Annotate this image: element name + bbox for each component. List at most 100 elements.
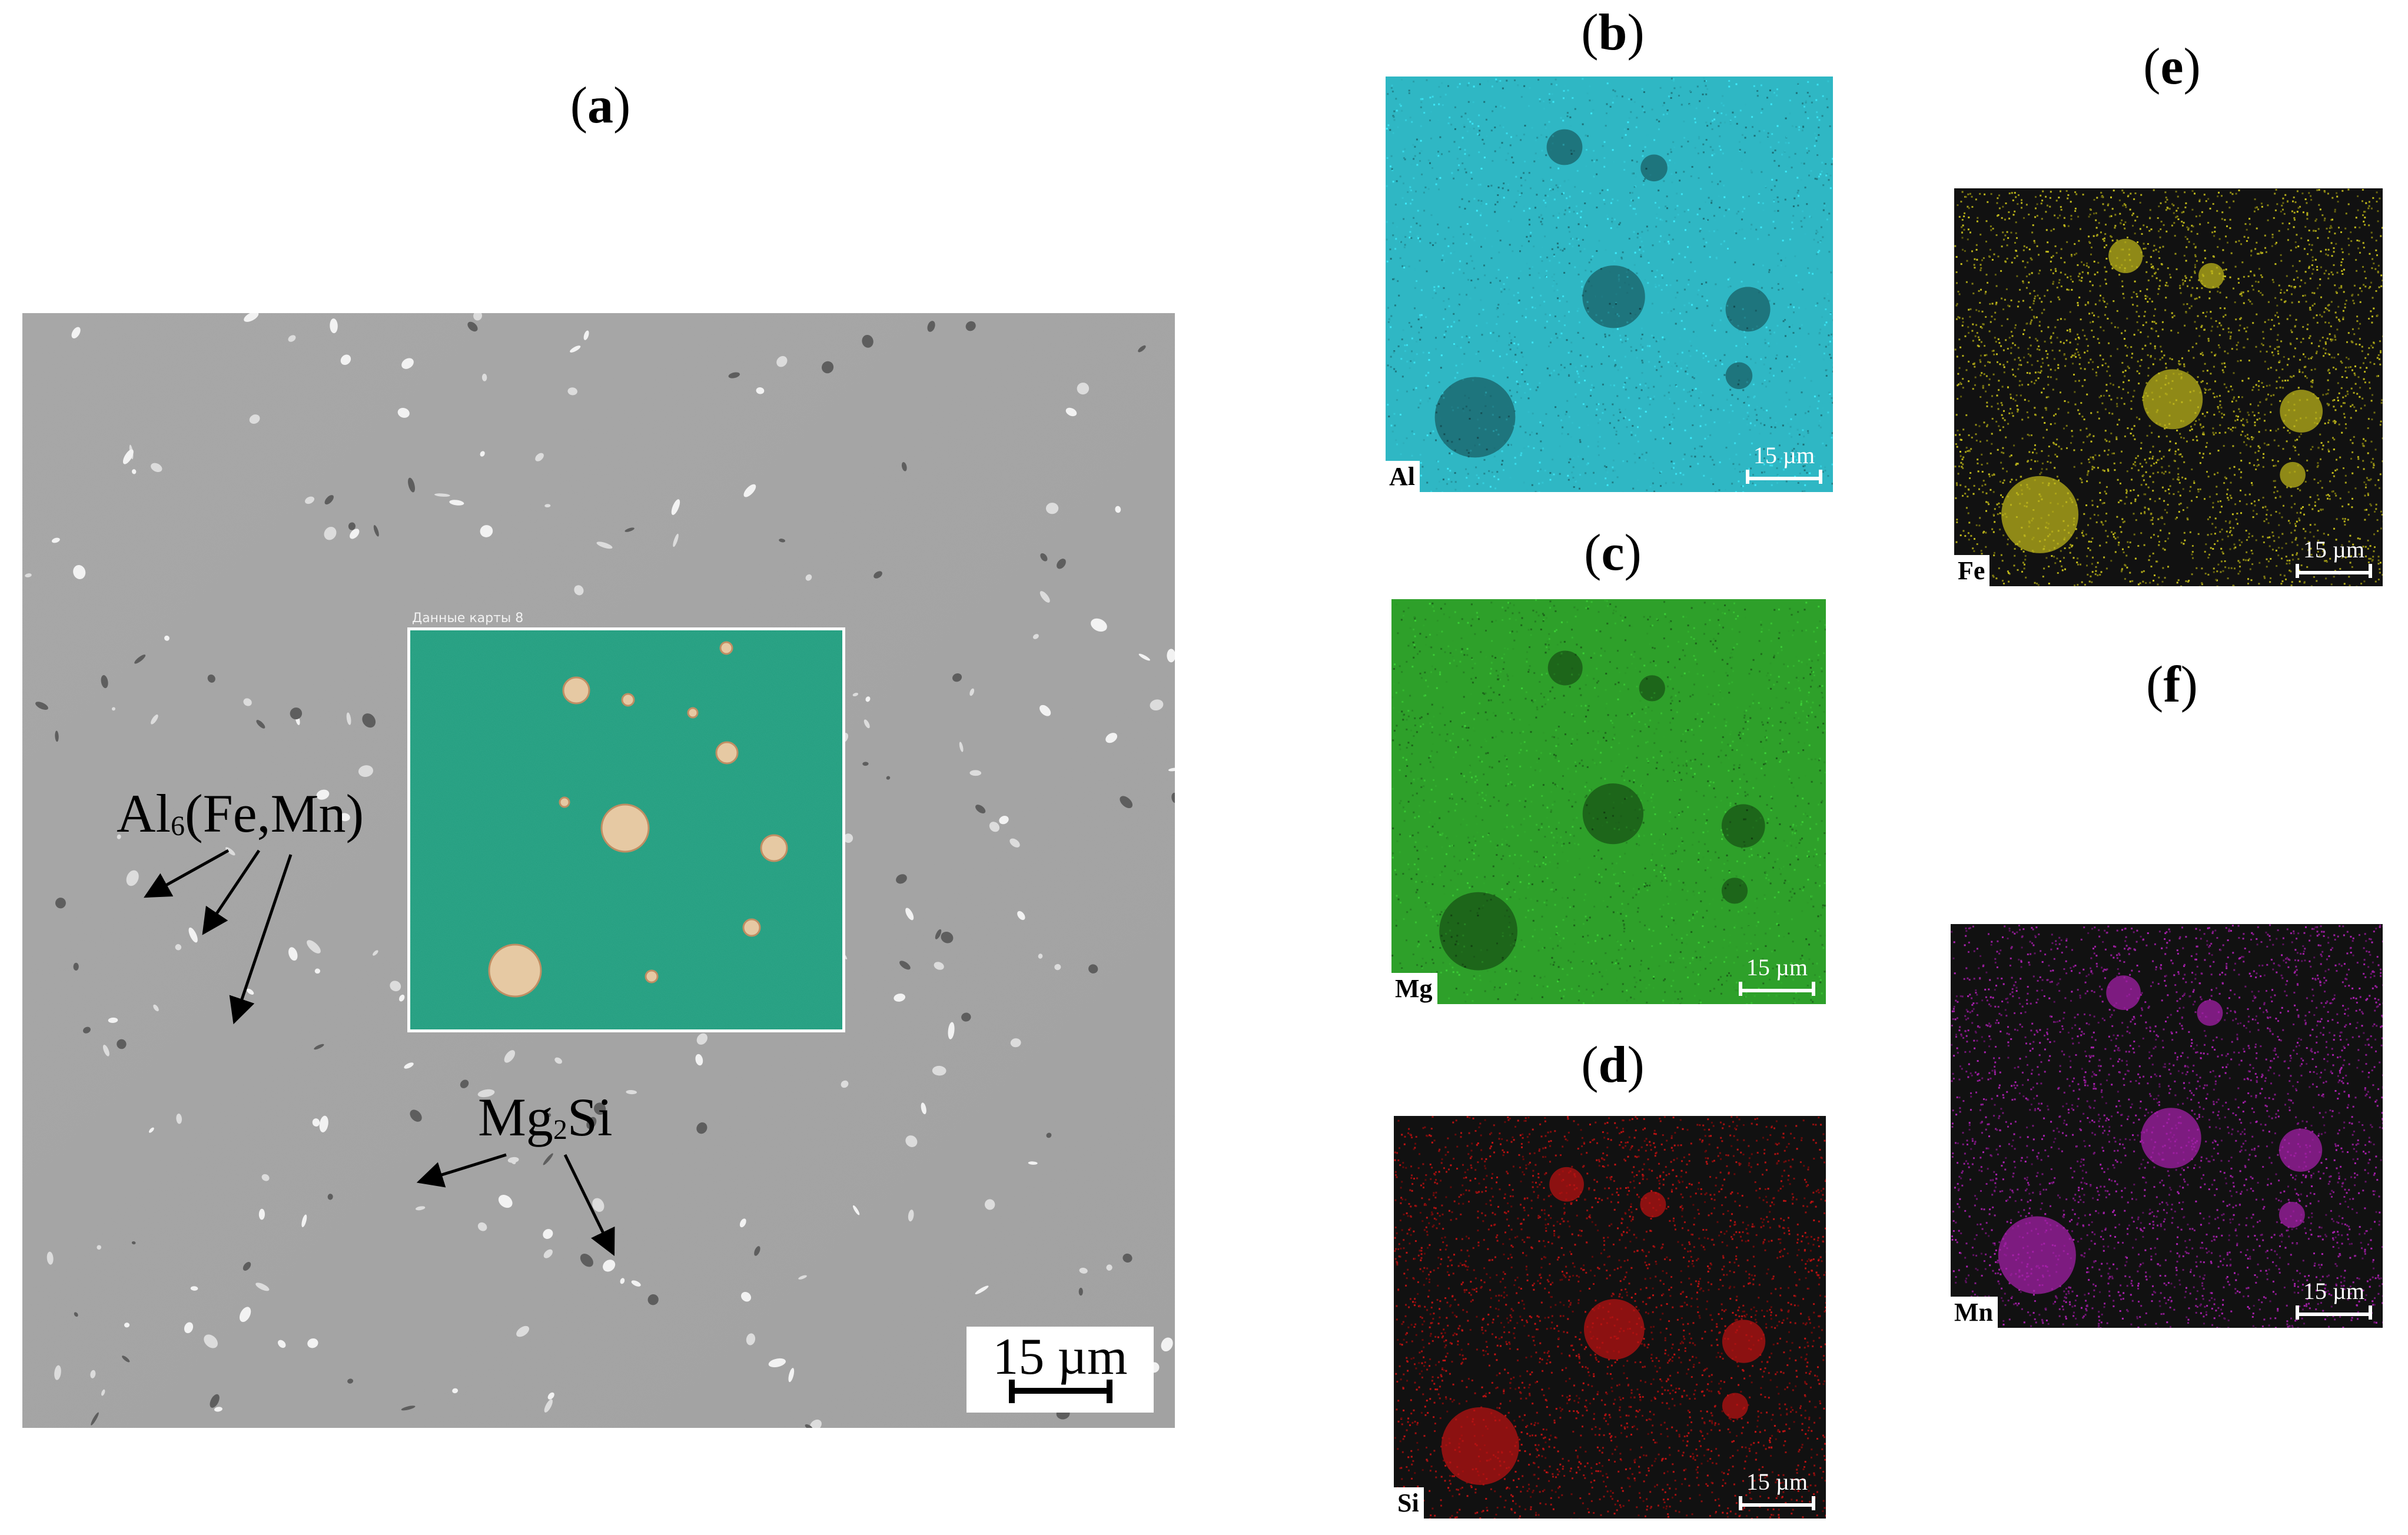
intermetallic-particle — [574, 585, 584, 596]
eds-map-al-image — [1386, 77, 1833, 492]
particle-cluster — [1583, 1299, 1645, 1360]
dark-particle — [965, 321, 976, 331]
dark-particle — [362, 713, 376, 728]
intermetallic-particle — [190, 1286, 198, 1291]
intermetallic-particle — [307, 1338, 318, 1348]
intermetallic-particle — [398, 994, 405, 1002]
intermetallic-particle — [908, 1210, 914, 1222]
arrow-1 — [144, 849, 230, 898]
intermetallic-particle — [695, 1054, 703, 1066]
dark-particle — [862, 762, 869, 766]
intermetallic-particle — [477, 1089, 495, 1098]
intermetallic-particle — [544, 504, 551, 508]
element-label-mn: Mn — [1951, 1297, 1998, 1328]
intermetallic-particle — [51, 537, 60, 543]
particle-cluster — [1722, 1393, 1748, 1419]
eds-map-fe: Fe 15 µm — [1954, 188, 2383, 586]
dark-particle — [327, 1194, 333, 1200]
intermetallic-particle — [905, 908, 914, 921]
intermetallic-particle — [805, 574, 812, 581]
intermetallic-particle — [1010, 1038, 1021, 1048]
intermetallic-particle — [626, 1089, 637, 1095]
particle-cluster — [1721, 878, 1748, 904]
dark-particle — [347, 1378, 354, 1384]
scale-bar-mn: 15 µm — [2296, 1280, 2372, 1321]
dark-particle — [625, 527, 635, 532]
intermetallic-particle — [999, 816, 1009, 825]
intermetallic-particle — [948, 1022, 955, 1039]
dark-particle — [324, 495, 334, 505]
intermetallic-particle — [340, 354, 351, 366]
dark-particle — [35, 702, 48, 710]
intermetallic-particle — [989, 822, 1000, 832]
dark-particle — [74, 1312, 78, 1317]
dark-particle — [408, 477, 416, 493]
inset-particle — [559, 796, 570, 808]
intermetallic-particle — [108, 1017, 118, 1024]
intermetallic-particle — [535, 453, 544, 461]
particle-cluster — [2279, 1201, 2305, 1228]
particle-cluster — [1998, 1216, 2076, 1294]
dark-particle — [941, 931, 954, 943]
dark-particle — [1171, 792, 1175, 803]
particle-cluster — [2280, 390, 2323, 433]
intermetallic-particle — [330, 318, 338, 334]
intermetallic-particle — [567, 387, 577, 396]
intermetallic-particle — [480, 525, 493, 537]
particle-cluster — [1639, 675, 1665, 702]
intermetallic-particle — [894, 994, 906, 1002]
dark-particle — [886, 776, 891, 780]
dark-particle — [131, 1241, 136, 1245]
intermetallic-particle — [415, 1206, 426, 1211]
intermetallic-particle — [25, 573, 32, 577]
intermetallic-particle — [1054, 963, 1061, 971]
panel-label-d: (d) — [1581, 1036, 1645, 1094]
intermetallic-particle — [124, 1323, 130, 1328]
intermetallic-particle — [596, 541, 613, 549]
intermetallic-particle — [756, 387, 765, 394]
dark-particle — [290, 707, 303, 720]
intermetallic-particle — [863, 719, 870, 729]
intermetallic-particle — [277, 1340, 286, 1348]
dark-particle — [1122, 1253, 1132, 1263]
dark-particle — [373, 525, 379, 537]
intermetallic-particle — [71, 327, 81, 338]
intermetallic-particle — [934, 962, 944, 970]
intermetallic-particle — [111, 707, 116, 711]
intermetallic-particle — [921, 1102, 926, 1115]
intermetallic-particle — [1032, 634, 1039, 639]
intermetallic-particle — [1167, 649, 1175, 663]
arrow-5 — [563, 1154, 615, 1257]
eds-map-mg: Mg 15 µm — [1391, 599, 1826, 1004]
dark-particle — [696, 1122, 708, 1134]
dark-particle — [207, 675, 215, 683]
intermetallic-particle — [905, 1135, 918, 1147]
intermetallic-particle — [1079, 1267, 1088, 1274]
intermetallic-particle — [480, 451, 485, 457]
intermetallic-particle — [373, 950, 378, 956]
intermetallic-particle — [544, 1399, 553, 1413]
dark-particle — [862, 334, 873, 348]
inset-particle — [742, 918, 761, 937]
dark-particle — [1078, 1287, 1083, 1296]
eds-map-fe-image — [1954, 188, 2383, 586]
particle-cluster — [1721, 804, 1765, 848]
dark-particle — [210, 1394, 220, 1408]
arrow-4 — [416, 1153, 507, 1188]
intermetallic-particle — [1045, 503, 1059, 514]
intermetallic-particle — [401, 358, 414, 369]
intermetallic-particle — [788, 1368, 795, 1383]
intermetallic-particle — [969, 688, 975, 696]
panel-label-e: (e) — [2143, 38, 2201, 95]
intermetallic-particle — [776, 355, 788, 367]
element-label-si: Si — [1394, 1487, 1424, 1519]
intermetallic-particle — [631, 1280, 641, 1287]
intermetallic-particle — [90, 1370, 96, 1378]
intermetallic-particle — [97, 1245, 102, 1250]
intermetallic-particle — [516, 1325, 530, 1337]
intermetallic-particle — [1017, 911, 1025, 921]
intermetallic-particle — [547, 1392, 554, 1400]
intermetallic-particle — [404, 1062, 414, 1069]
intermetallic-particle — [346, 712, 351, 725]
intermetallic-particle — [103, 1044, 109, 1056]
